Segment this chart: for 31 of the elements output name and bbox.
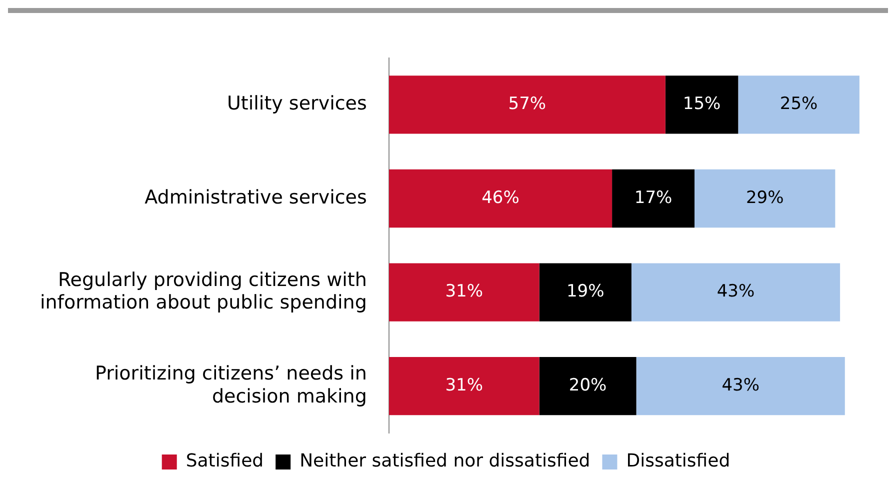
data-label: 31% [445, 376, 483, 396]
data-label: 25% [780, 94, 818, 114]
bar [388, 263, 540, 322]
bar [539, 263, 632, 322]
data-label: 29% [746, 188, 784, 208]
bar [388, 76, 666, 134]
data-label: 31% [445, 282, 483, 302]
bar [738, 76, 860, 134]
y-tick-label: Regularly providing citizens with information about public spending [40, 268, 367, 314]
y-tick-label: Prioritizing citizens’ needs in decision making [94, 362, 367, 408]
data-label: 46% [482, 188, 520, 208]
bar [665, 76, 738, 134]
legend-label: Satisfied [186, 450, 264, 472]
data-label: 19% [566, 282, 604, 302]
y-tick-label: Administrative services [144, 186, 367, 208]
y-tick-label: Utility services [227, 92, 367, 115]
legend-label: Dissatisfied [626, 450, 730, 472]
bar [631, 263, 840, 322]
bar [539, 357, 636, 416]
data-label: 17% [634, 188, 672, 208]
data-label: 43% [716, 282, 755, 302]
data-label: 20% [568, 376, 607, 396]
bar [636, 357, 845, 416]
data-label: 43% [722, 376, 760, 396]
bar [612, 169, 695, 228]
bar [388, 169, 612, 228]
data-label: 57% [508, 94, 546, 114]
bar [388, 357, 540, 416]
bar [694, 169, 836, 228]
legend-label: Neither satisfied nor dissatisfied [300, 450, 590, 472]
data-label: 15% [682, 94, 721, 114]
